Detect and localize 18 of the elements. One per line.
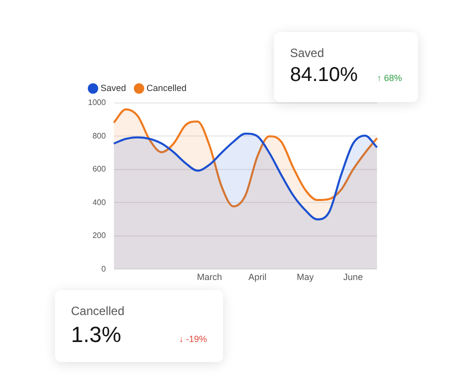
text: 1.3%	[71, 322, 122, 348]
x-tick-label: March	[197, 272, 222, 282]
y-tick-label: 1000	[88, 98, 106, 108]
y-tick-label: 200	[92, 231, 106, 240]
text: Cancelled	[71, 304, 126, 318]
y-tick-label: 800	[92, 131, 106, 140]
x-tick-label: June	[343, 272, 363, 282]
y-tick-label: 0	[101, 264, 106, 274]
y-tick-label: 600	[92, 164, 106, 174]
legend-label: Cancelled	[146, 82, 187, 93]
x-tick-label: April	[248, 272, 266, 282]
text: ↓ -19%	[178, 334, 207, 344]
y-tick-label: 400	[92, 198, 106, 207]
text: 84.10%	[290, 64, 358, 87]
text: ↑ 68%	[376, 73, 402, 83]
x-tick-label: May	[296, 272, 314, 282]
text: Saved	[290, 46, 326, 60]
legend-label: Saved	[100, 82, 126, 93]
